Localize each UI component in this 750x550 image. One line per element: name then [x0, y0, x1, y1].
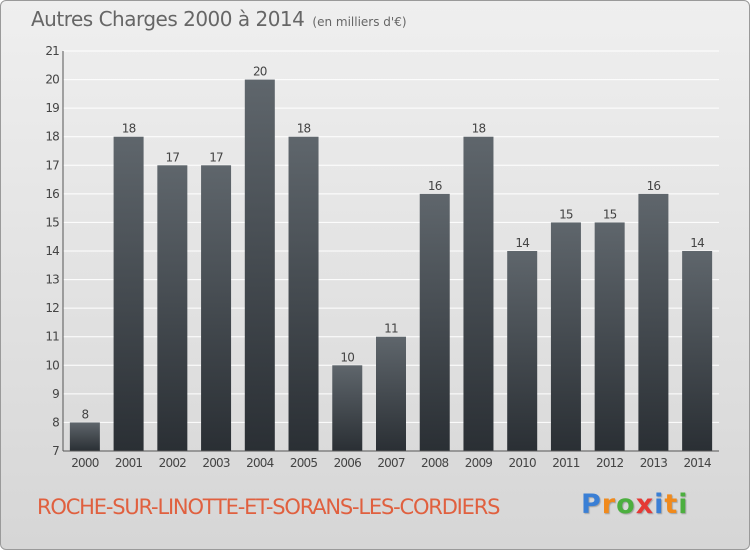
bar-2007	[376, 336, 406, 451]
bar-2003	[201, 165, 232, 452]
logo-letter: r	[601, 489, 617, 520]
bar-2008	[419, 193, 450, 451]
bar-2009	[463, 136, 494, 451]
x-tick-label-2005: 2005	[290, 456, 318, 470]
axes: 7 8 9 10 11 12 13 14 15 16 17 18 19 20 21 2000 2001 2002 2…	[45, 44, 719, 470]
x-tick-label-2004: 2004	[246, 456, 274, 470]
data-label-2009: 18	[472, 122, 486, 136]
y-tick-label: 9	[52, 387, 59, 401]
bar-2004	[244, 79, 275, 452]
y-tick-label: 18	[45, 130, 59, 144]
logo-letter: o	[616, 489, 636, 520]
data-label-2014: 14	[690, 236, 704, 250]
logo-letter: P	[581, 489, 602, 520]
x-tick-label-2001: 2001	[115, 456, 143, 470]
y-tick-label: 21	[45, 44, 59, 58]
y-tick-label: 7	[52, 444, 59, 458]
y-tick-label: 13	[45, 273, 59, 287]
x-tick-label-2006: 2006	[334, 456, 362, 470]
x-tick-label-2010: 2010	[509, 456, 537, 470]
bar-2001	[113, 136, 144, 451]
data-label-2001: 18	[122, 122, 136, 136]
x-tick-label-2003: 2003	[202, 456, 230, 470]
data-label-2000: 8	[81, 407, 88, 421]
logo-letter: x	[635, 489, 655, 520]
data-label-2012: 15	[603, 207, 617, 221]
bars: 8 18 17 17 20 18 10 11 16 18 14 15 15 16 14	[69, 65, 713, 452]
x-tick-label-2012: 2012	[596, 456, 624, 470]
data-label-2008: 16	[428, 179, 442, 193]
y-tick-label: 8	[52, 415, 59, 429]
bar-2000	[69, 422, 100, 451]
x-tick-label-2011: 2011	[552, 456, 580, 470]
chart-title: Autres Charges 2000 à 2014 (en milliers d…	[31, 7, 407, 31]
x-tick-label-2007: 2007	[377, 456, 405, 470]
data-label-2003: 17	[209, 150, 223, 164]
bar-2014	[682, 251, 713, 451]
logo-letter: i	[654, 489, 665, 520]
proxiti-logo: Proxiti	[581, 489, 689, 520]
x-tick-label-2008: 2008	[421, 456, 449, 470]
y-tick-label: 20	[45, 73, 59, 87]
y-tick-label: 10	[45, 358, 59, 372]
data-label-2007: 11	[384, 322, 398, 336]
chart-title-text: Autres Charges 2000 à 2014	[31, 7, 305, 31]
bar-2013	[638, 193, 669, 451]
bar-2012	[594, 222, 625, 451]
logo-letter: t	[664, 489, 679, 520]
data-label-2006: 10	[340, 350, 354, 364]
data-label-2013: 16	[647, 179, 661, 193]
y-tick-label: 15	[45, 215, 59, 229]
y-tick-label: 14	[45, 244, 59, 258]
unit-note: (en milliers d'€)	[312, 15, 407, 29]
bar-2011	[550, 222, 581, 451]
bar-2010	[507, 251, 538, 451]
y-tick-label: 19	[45, 101, 59, 115]
place-name: ROCHE-SUR-LINOTTE-ET-SORANS-LES-CORDIERS	[37, 495, 500, 519]
y-tick-label: 12	[45, 301, 59, 315]
y-tick-label: 16	[45, 187, 59, 201]
x-tick-label-2009: 2009	[465, 456, 493, 470]
bar-2005	[288, 136, 319, 451]
y-tick-label: 11	[45, 330, 59, 344]
x-tick-label-2013: 2013	[640, 456, 668, 470]
data-label-2004: 20	[253, 65, 267, 79]
x-tick-label-2014: 2014	[683, 456, 711, 470]
data-label-2011: 15	[559, 207, 573, 221]
data-label-2002: 17	[165, 150, 179, 164]
data-label-2010: 14	[515, 236, 529, 250]
data-label-2005: 18	[297, 122, 311, 136]
bar-2006	[332, 365, 363, 451]
x-tick-label-2000: 2000	[71, 456, 99, 470]
logo-letter: i	[678, 489, 689, 520]
x-tick-label-2002: 2002	[159, 456, 187, 470]
y-tick-label: 17	[45, 158, 59, 172]
bar-2002	[157, 165, 188, 452]
